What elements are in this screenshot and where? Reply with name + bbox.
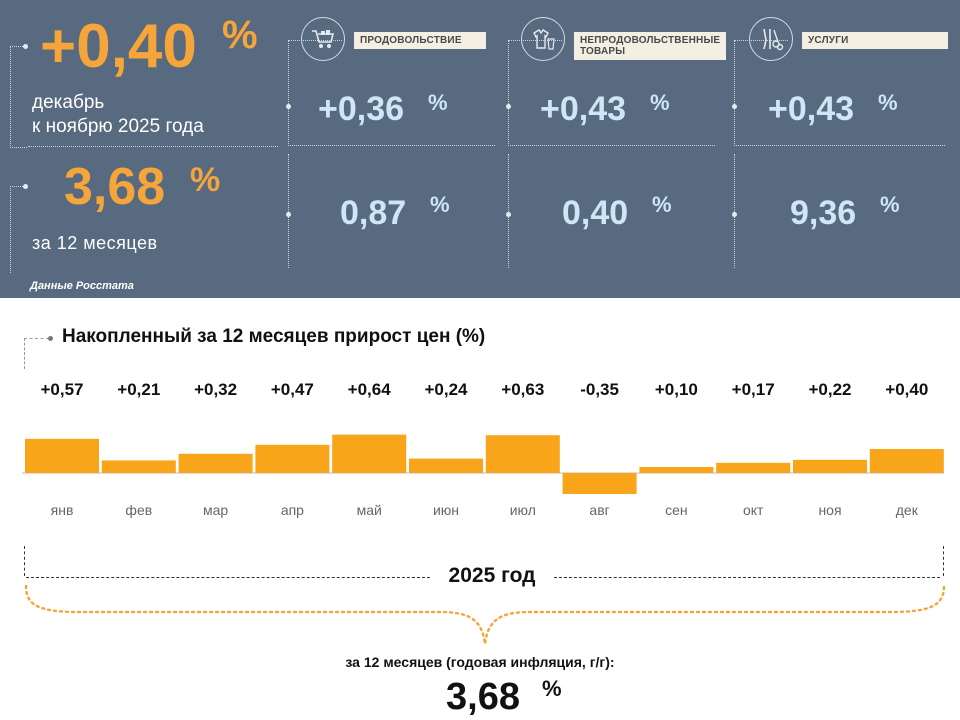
annual-label: за 12 месяцев bbox=[32, 233, 158, 253]
bar-окт bbox=[716, 462, 791, 473]
summary-unit: % bbox=[542, 676, 562, 701]
month-tick-label: фев bbox=[125, 502, 153, 518]
bar-value-label: -0,35 bbox=[580, 380, 619, 399]
bar-value-label: +0,21 bbox=[117, 380, 161, 399]
summary-value: 3,68 bbox=[446, 676, 520, 718]
bar-value-label: +0,63 bbox=[501, 380, 545, 399]
column-dot bbox=[732, 212, 737, 217]
monthly-value: +0,40 bbox=[40, 12, 197, 81]
column-frame bbox=[288, 40, 495, 146]
category-monthly-value: +0,43 bbox=[768, 90, 855, 128]
column-frame bbox=[734, 154, 735, 268]
period-bracket bbox=[24, 546, 944, 576]
annual-value: 3,68 bbox=[64, 158, 166, 216]
category-annual-unit: % bbox=[430, 192, 450, 217]
column-dot bbox=[732, 104, 737, 109]
monthly-label-line2: к ноябрю 2025 года bbox=[32, 116, 204, 137]
bracket-annual bbox=[10, 186, 27, 273]
bar-value-label: +0,64 bbox=[347, 380, 391, 399]
bar-фев bbox=[101, 460, 176, 473]
month-tick-label: апр bbox=[280, 502, 304, 518]
column-dot bbox=[286, 104, 291, 109]
monthly-label-line1: декабрь bbox=[32, 92, 105, 113]
bar-июл bbox=[485, 435, 560, 473]
divider-line bbox=[28, 146, 278, 147]
monthly-unit: % bbox=[222, 13, 258, 57]
bracket-dot bbox=[23, 184, 28, 189]
curly-brace bbox=[24, 584, 946, 645]
category-annual-unit: % bbox=[880, 192, 900, 217]
bar-июн bbox=[409, 458, 483, 473]
month-tick-label: авг bbox=[589, 502, 610, 518]
bar-chart bbox=[22, 434, 944, 494]
category-label: ПРОДОВОЛЬСТВИЕ bbox=[354, 32, 486, 49]
chart-title-bracket bbox=[24, 338, 49, 369]
month-tick-label: май bbox=[356, 502, 382, 518]
bar-value-label: +0,57 bbox=[40, 380, 84, 399]
month-tick-label: июн bbox=[432, 502, 460, 518]
bar-value-label: +0,17 bbox=[731, 380, 775, 399]
column-frame bbox=[508, 40, 715, 146]
category-annual-value: 0,40 bbox=[562, 194, 629, 232]
chart-title: Накопленный за 12 месяцев прирост цен (%… bbox=[62, 326, 486, 347]
month-tick-label: дек bbox=[895, 502, 918, 518]
month-tick-label: янв bbox=[50, 502, 74, 518]
bar-сен bbox=[639, 467, 714, 473]
period-label: 2025 год bbox=[448, 564, 536, 587]
category-label: УСЛУГИ bbox=[802, 32, 948, 49]
month-tick-label: мар bbox=[202, 502, 229, 518]
month-tick-label: окт bbox=[742, 502, 764, 518]
month-tick-label: июл bbox=[509, 502, 536, 518]
category-annual-unit: % bbox=[652, 192, 672, 217]
bar-value-label: +0,10 bbox=[654, 380, 698, 399]
bar-value-label: +0,24 bbox=[424, 380, 468, 399]
bar-ноя bbox=[793, 459, 867, 473]
category-annual-value: 9,36 bbox=[790, 194, 857, 232]
bracket-dot bbox=[23, 44, 28, 49]
chart-title-dot bbox=[48, 336, 53, 341]
bar-май bbox=[332, 434, 407, 473]
bar-авг bbox=[562, 473, 637, 494]
category-annual-value: 0,87 bbox=[340, 194, 407, 232]
clothes-icon bbox=[521, 17, 565, 61]
column-dot bbox=[506, 104, 511, 109]
annual-unit: % bbox=[190, 161, 221, 199]
category-monthly-unit: % bbox=[878, 90, 898, 115]
column-dot bbox=[506, 212, 511, 217]
bar-мар bbox=[178, 453, 253, 473]
category-monthly-value: +0,36 bbox=[318, 90, 405, 128]
column-dot bbox=[286, 212, 291, 217]
bar-value-label: +0,32 bbox=[194, 380, 238, 399]
category-monthly-unit: % bbox=[650, 90, 670, 115]
category-monthly-unit: % bbox=[428, 90, 448, 115]
bracket-monthly bbox=[10, 46, 27, 148]
column-frame bbox=[734, 40, 945, 146]
month-tick-label: ноя bbox=[818, 502, 842, 518]
column-frame bbox=[288, 154, 289, 268]
summary-label: за 12 месяцев (годовая инфляция, г/г): bbox=[345, 654, 615, 670]
column-frame bbox=[508, 154, 509, 268]
bar-value-label: +0,40 bbox=[885, 380, 929, 399]
bar-value-label: +0,47 bbox=[270, 380, 314, 399]
period-line-left bbox=[26, 577, 430, 578]
bar-value-label: +0,22 bbox=[808, 380, 852, 399]
shopping-cart-icon bbox=[301, 17, 345, 61]
period-line-right bbox=[554, 577, 940, 578]
bar-дек bbox=[869, 449, 944, 473]
bar-янв bbox=[25, 438, 99, 473]
month-tick-label: сен bbox=[665, 502, 688, 518]
bar-апр bbox=[255, 444, 330, 473]
tools-icon bbox=[749, 17, 793, 61]
source-note: Данные Росстата bbox=[30, 280, 134, 292]
category-monthly-value: +0,43 bbox=[540, 90, 627, 128]
category-label: НЕПРОДОВОЛЬСТВЕННЫЕ ТОВАРЫ bbox=[574, 32, 726, 60]
summary-panel: +0,40 % декабрь к ноябрю 2025 года 3,68 … bbox=[0, 0, 960, 298]
